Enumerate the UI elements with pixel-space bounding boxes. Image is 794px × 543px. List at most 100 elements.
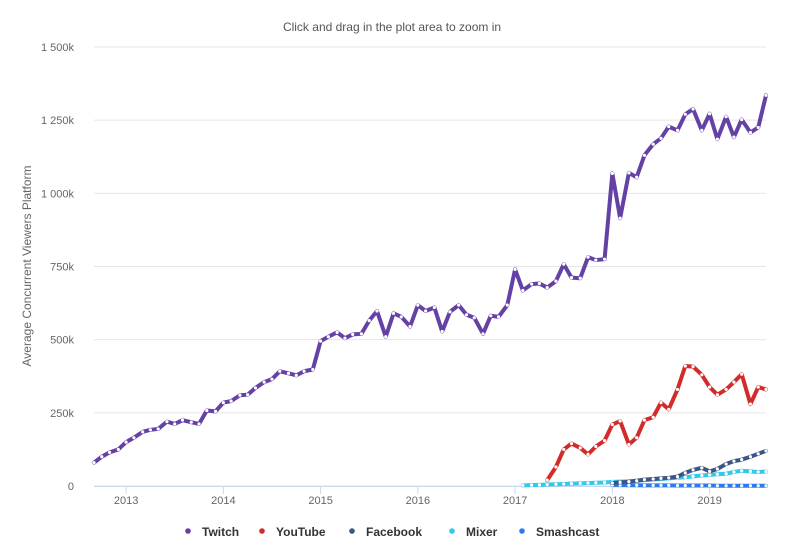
data-point-twitch[interactable] <box>246 393 250 397</box>
data-point-facebook[interactable] <box>627 480 631 484</box>
data-point-twitch[interactable] <box>326 335 330 339</box>
data-point-twitch[interactable] <box>100 455 104 459</box>
data-point-facebook[interactable] <box>740 458 744 462</box>
data-point-youtube[interactable] <box>732 380 736 384</box>
data-point-twitch[interactable] <box>675 128 680 133</box>
data-point-smashcast[interactable] <box>748 484 753 488</box>
data-point-youtube[interactable] <box>715 393 719 397</box>
data-point-twitch[interactable] <box>472 316 476 320</box>
data-point-twitch[interactable] <box>691 107 695 111</box>
data-point-youtube[interactable] <box>594 444 598 449</box>
data-point-facebook[interactable] <box>667 476 671 480</box>
data-point-facebook[interactable] <box>691 468 695 472</box>
data-point-twitch[interactable] <box>278 369 282 373</box>
data-point-mixer[interactable] <box>707 473 712 477</box>
data-point-twitch[interactable] <box>448 310 452 314</box>
data-point-twitch[interactable] <box>343 336 347 340</box>
data-point-mixer[interactable] <box>724 472 728 476</box>
data-point-twitch[interactable] <box>384 335 388 339</box>
data-point-facebook[interactable] <box>707 469 712 473</box>
data-point-twitch[interactable] <box>262 380 266 384</box>
data-point-facebook[interactable] <box>724 462 728 466</box>
data-point-twitch[interactable] <box>391 311 396 315</box>
data-point-twitch[interactable] <box>180 418 185 422</box>
data-point-twitch[interactable] <box>116 447 120 452</box>
data-point-smashcast[interactable] <box>740 484 744 488</box>
data-point-twitch[interactable] <box>496 315 501 319</box>
data-point-mixer[interactable] <box>578 481 582 485</box>
data-point-mixer[interactable] <box>537 483 542 487</box>
data-point-youtube[interactable] <box>651 415 655 419</box>
data-point-smashcast[interactable] <box>675 483 680 488</box>
legend-item-youtube[interactable]: YouTube <box>259 525 326 539</box>
data-point-twitch[interactable] <box>197 422 201 426</box>
legend-item-twitch[interactable]: Twitch <box>185 525 239 539</box>
data-point-twitch[interactable] <box>642 153 647 157</box>
data-point-youtube[interactable] <box>756 385 760 389</box>
data-point-smashcast[interactable] <box>715 484 719 488</box>
data-point-mixer[interactable] <box>700 473 704 478</box>
data-point-smashcast[interactable] <box>635 483 639 487</box>
data-point-facebook[interactable] <box>610 481 614 485</box>
legend-item-smashcast[interactable]: Smashcast <box>519 525 599 539</box>
data-point-twitch[interactable] <box>375 309 379 313</box>
data-point-mixer[interactable] <box>748 469 753 473</box>
data-point-twitch[interactable] <box>270 377 274 381</box>
data-point-mixer[interactable] <box>740 469 744 473</box>
data-point-smashcast[interactable] <box>764 484 768 488</box>
data-point-facebook[interactable] <box>675 475 680 479</box>
data-point-twitch[interactable] <box>408 324 412 329</box>
data-point-twitch[interactable] <box>554 279 558 283</box>
data-point-youtube[interactable] <box>642 418 647 422</box>
data-point-twitch[interactable] <box>667 125 671 129</box>
plot-area[interactable] <box>92 93 768 488</box>
data-point-mixer[interactable] <box>764 470 768 474</box>
data-point-facebook[interactable] <box>683 471 687 475</box>
data-point-twitch[interactable] <box>335 330 339 334</box>
data-point-youtube[interactable] <box>569 441 574 446</box>
data-point-youtube[interactable] <box>610 422 614 427</box>
data-point-youtube[interactable] <box>618 419 622 423</box>
data-point-youtube[interactable] <box>562 447 566 452</box>
data-point-twitch[interactable] <box>618 216 622 220</box>
data-point-twitch[interactable] <box>651 142 655 146</box>
data-point-twitch[interactable] <box>173 422 177 426</box>
data-point-twitch[interactable] <box>302 369 306 373</box>
data-point-smashcast[interactable] <box>651 483 655 488</box>
data-point-twitch[interactable] <box>311 367 315 372</box>
data-point-smashcast[interactable] <box>627 483 631 487</box>
data-point-smashcast[interactable] <box>642 483 647 488</box>
data-point-facebook[interactable] <box>642 477 647 482</box>
data-point-facebook[interactable] <box>715 467 719 471</box>
data-point-youtube[interactable] <box>667 407 671 411</box>
data-point-youtube[interactable] <box>691 364 695 369</box>
data-point-twitch[interactable] <box>481 332 485 336</box>
data-point-twitch[interactable] <box>464 313 469 317</box>
data-point-mixer[interactable] <box>756 470 760 474</box>
data-point-twitch[interactable] <box>724 115 728 119</box>
data-point-twitch[interactable] <box>578 276 582 280</box>
data-point-youtube[interactable] <box>748 402 753 406</box>
data-point-mixer[interactable] <box>715 472 719 476</box>
data-point-twitch[interactable] <box>610 171 614 176</box>
data-point-twitch[interactable] <box>432 305 436 310</box>
data-point-twitch[interactable] <box>205 408 209 413</box>
data-point-youtube[interactable] <box>578 446 582 450</box>
data-point-twitch[interactable] <box>238 393 242 397</box>
data-point-youtube[interactable] <box>683 364 687 368</box>
data-point-smashcast[interactable] <box>683 483 687 488</box>
data-point-twitch[interactable] <box>351 332 355 336</box>
data-point-youtube[interactable] <box>659 400 663 405</box>
data-point-facebook[interactable] <box>700 466 704 470</box>
data-point-twitch[interactable] <box>521 288 525 293</box>
data-point-mixer[interactable] <box>594 481 598 485</box>
data-point-smashcast[interactable] <box>667 483 671 488</box>
data-point-smashcast[interactable] <box>724 484 728 488</box>
data-point-twitch[interactable] <box>141 430 145 434</box>
data-point-twitch[interactable] <box>416 303 420 307</box>
data-point-smashcast[interactable] <box>659 483 663 488</box>
data-point-twitch[interactable] <box>635 175 639 179</box>
data-point-twitch[interactable] <box>683 112 687 116</box>
data-point-mixer[interactable] <box>530 483 534 487</box>
